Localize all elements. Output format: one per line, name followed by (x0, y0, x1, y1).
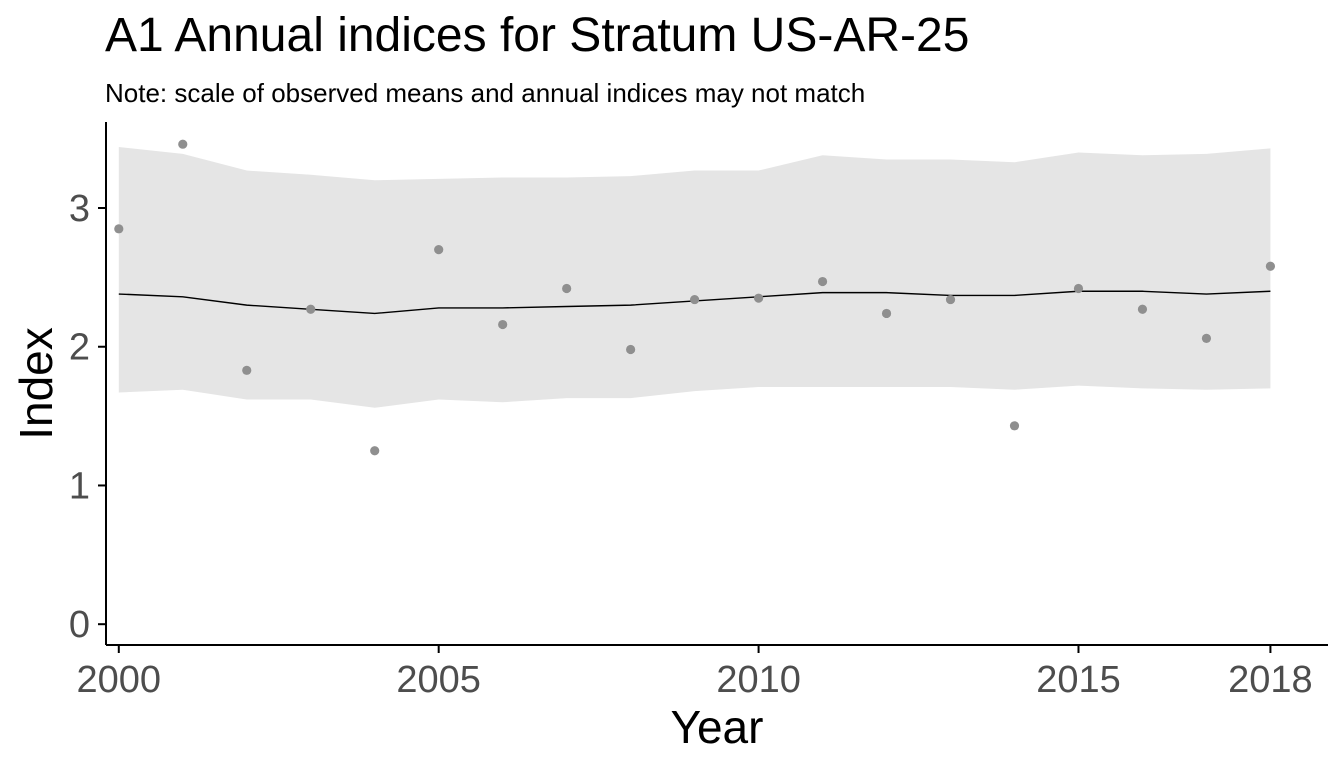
data-point (306, 304, 316, 314)
y-tick-label: 3 (69, 188, 90, 230)
data-point (817, 276, 828, 287)
data-point (178, 139, 188, 149)
data-point (562, 283, 572, 294)
data-point (1009, 421, 1020, 431)
data-point (434, 245, 444, 255)
data-point (498, 319, 508, 330)
x-tick-label: 2000 (77, 659, 162, 701)
x-tick-label: 2010 (716, 659, 801, 701)
x-tick-label: 2018 (1228, 659, 1313, 701)
data-point (945, 294, 956, 305)
y-tick-label: 0 (69, 604, 90, 646)
data-point (114, 224, 124, 234)
data-point (1137, 304, 1148, 314)
chart-title: A1 Annual indices for Stratum US-AR-25 (105, 9, 970, 62)
confidence-band-layer (118, 146, 1271, 408)
x-axis-title: Year (671, 701, 764, 753)
data-point (370, 446, 380, 456)
y-tick-label: 1 (69, 465, 90, 507)
y-axis-title: Index (10, 327, 62, 440)
y-tick-label: 2 (69, 327, 90, 369)
tick-labels-layer: 0 1 2 3 2000 2005 2010 2015 2018 (69, 188, 1313, 701)
confidence-band (118, 146, 1271, 408)
data-point (1201, 333, 1212, 344)
observed-points-layer (114, 139, 1276, 456)
data-point (626, 344, 636, 355)
data-point (242, 365, 252, 375)
data-point (1265, 261, 1276, 271)
data-point (881, 308, 892, 319)
x-tick-label: 2005 (396, 659, 481, 701)
data-point (1073, 283, 1084, 294)
axes-layer (98, 122, 1328, 653)
data-point (753, 293, 764, 303)
chart-subtitle: Note: scale of observed means and annual… (105, 78, 866, 108)
data-point (690, 294, 700, 305)
x-tick-label: 2015 (1036, 659, 1121, 701)
